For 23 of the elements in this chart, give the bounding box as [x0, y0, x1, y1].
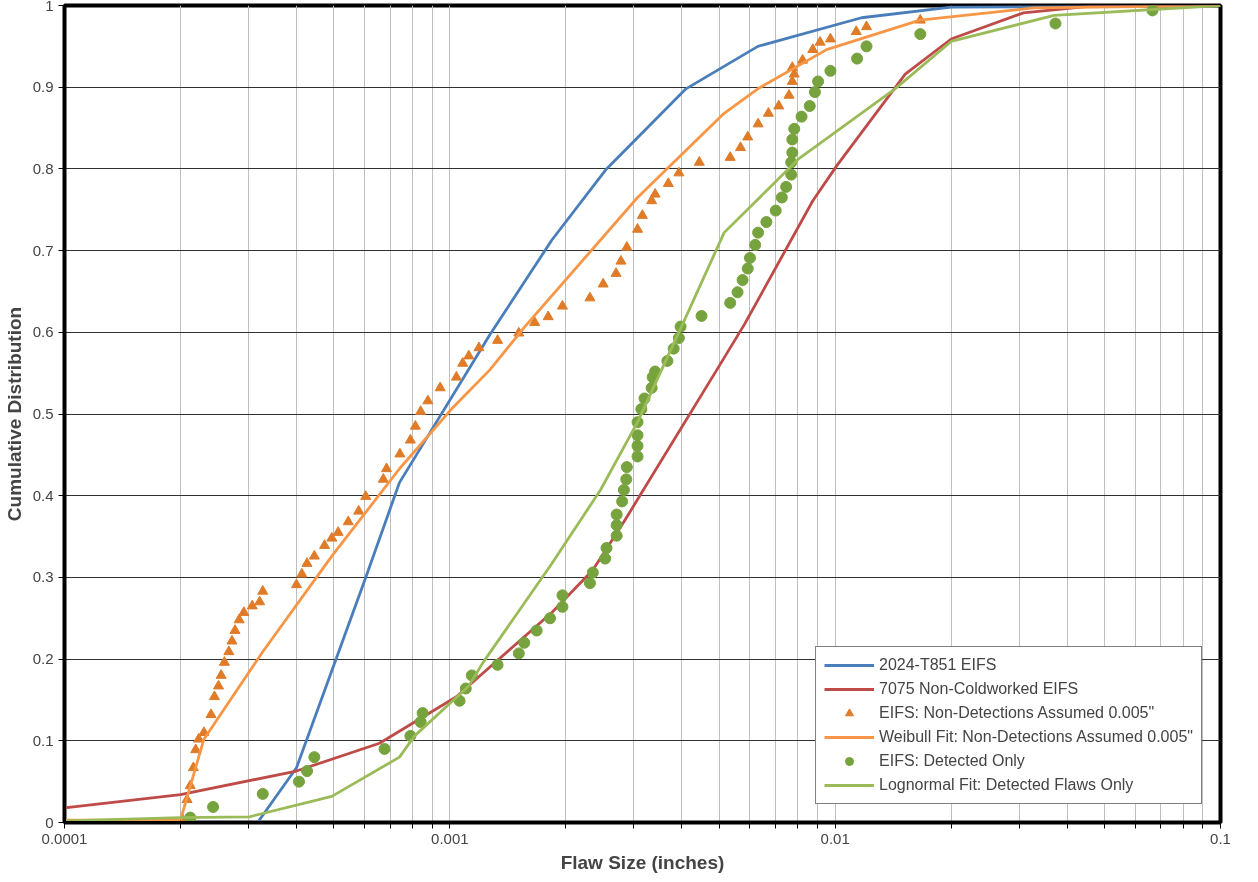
y-tick-label: 0.3: [32, 568, 54, 586]
legend-label: 2024-T851 EIFS: [879, 656, 997, 674]
x-tick-label: 0.001: [431, 829, 469, 847]
y-tick-label: 0.4: [32, 486, 54, 504]
legend-label: 7075 Non-Coldworked EIFS: [879, 680, 1079, 698]
x-tick-label: 0.1: [1210, 829, 1231, 847]
y-tick-label: 0: [45, 813, 54, 831]
x-axis-title: Flaw Size (inches): [560, 851, 725, 873]
y-tick-label: 0.2: [32, 650, 54, 668]
y-axis-title: Cumulative Distribution: [3, 306, 25, 522]
y-tick-label: 1: [45, 0, 54, 14]
x-tick-label: 0.01: [820, 829, 850, 847]
legend-label: EIFS: Non-Detections Assumed 0.005": [879, 704, 1155, 722]
y-tick-label: 0.1: [32, 731, 54, 749]
legend-label: Weibull Fit: Non-Detections Assumed 0.005": [879, 728, 1193, 746]
x-tick-label: 0.0001: [41, 829, 88, 847]
y-tick-label: 0.5: [32, 405, 54, 422]
legend-label: EIFS: Detected Only: [879, 752, 1025, 770]
y-tick-label: 0.8: [32, 159, 54, 177]
legend-label: Lognormal Fit: Detected Flaws Only: [879, 776, 1134, 794]
y-tick-label: 0.6: [32, 323, 54, 341]
y-tick-label: 0.9: [32, 78, 54, 96]
y-tick-label: 0.7: [32, 241, 54, 259]
